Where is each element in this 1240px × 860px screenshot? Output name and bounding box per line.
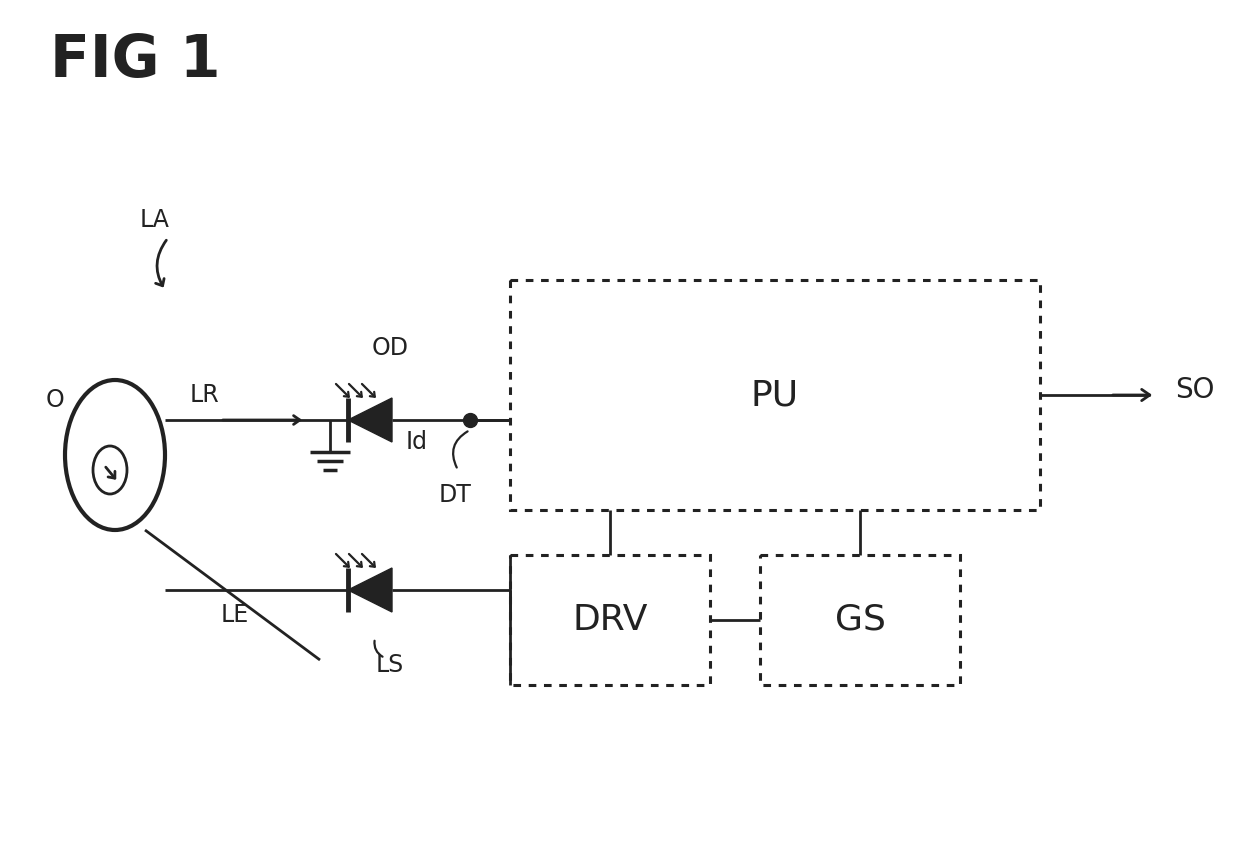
Bar [760,555,960,685]
Polygon shape [348,398,392,442]
Text: LE: LE [221,603,249,627]
Text: LS: LS [376,653,404,677]
Text: LA: LA [140,208,170,232]
Bar [510,555,711,685]
Bar [510,280,1040,510]
Text: OD: OD [372,336,408,360]
Text: O: O [46,388,64,412]
Text: LR: LR [190,383,219,407]
Text: Id: Id [405,430,428,454]
Text: DT: DT [439,483,471,507]
Polygon shape [348,568,392,612]
Text: PU: PU [751,378,799,412]
Text: SO: SO [1176,376,1215,404]
Text: FIG 1: FIG 1 [50,32,221,89]
Text: DRV: DRV [572,603,647,637]
Text: GS: GS [835,603,885,637]
